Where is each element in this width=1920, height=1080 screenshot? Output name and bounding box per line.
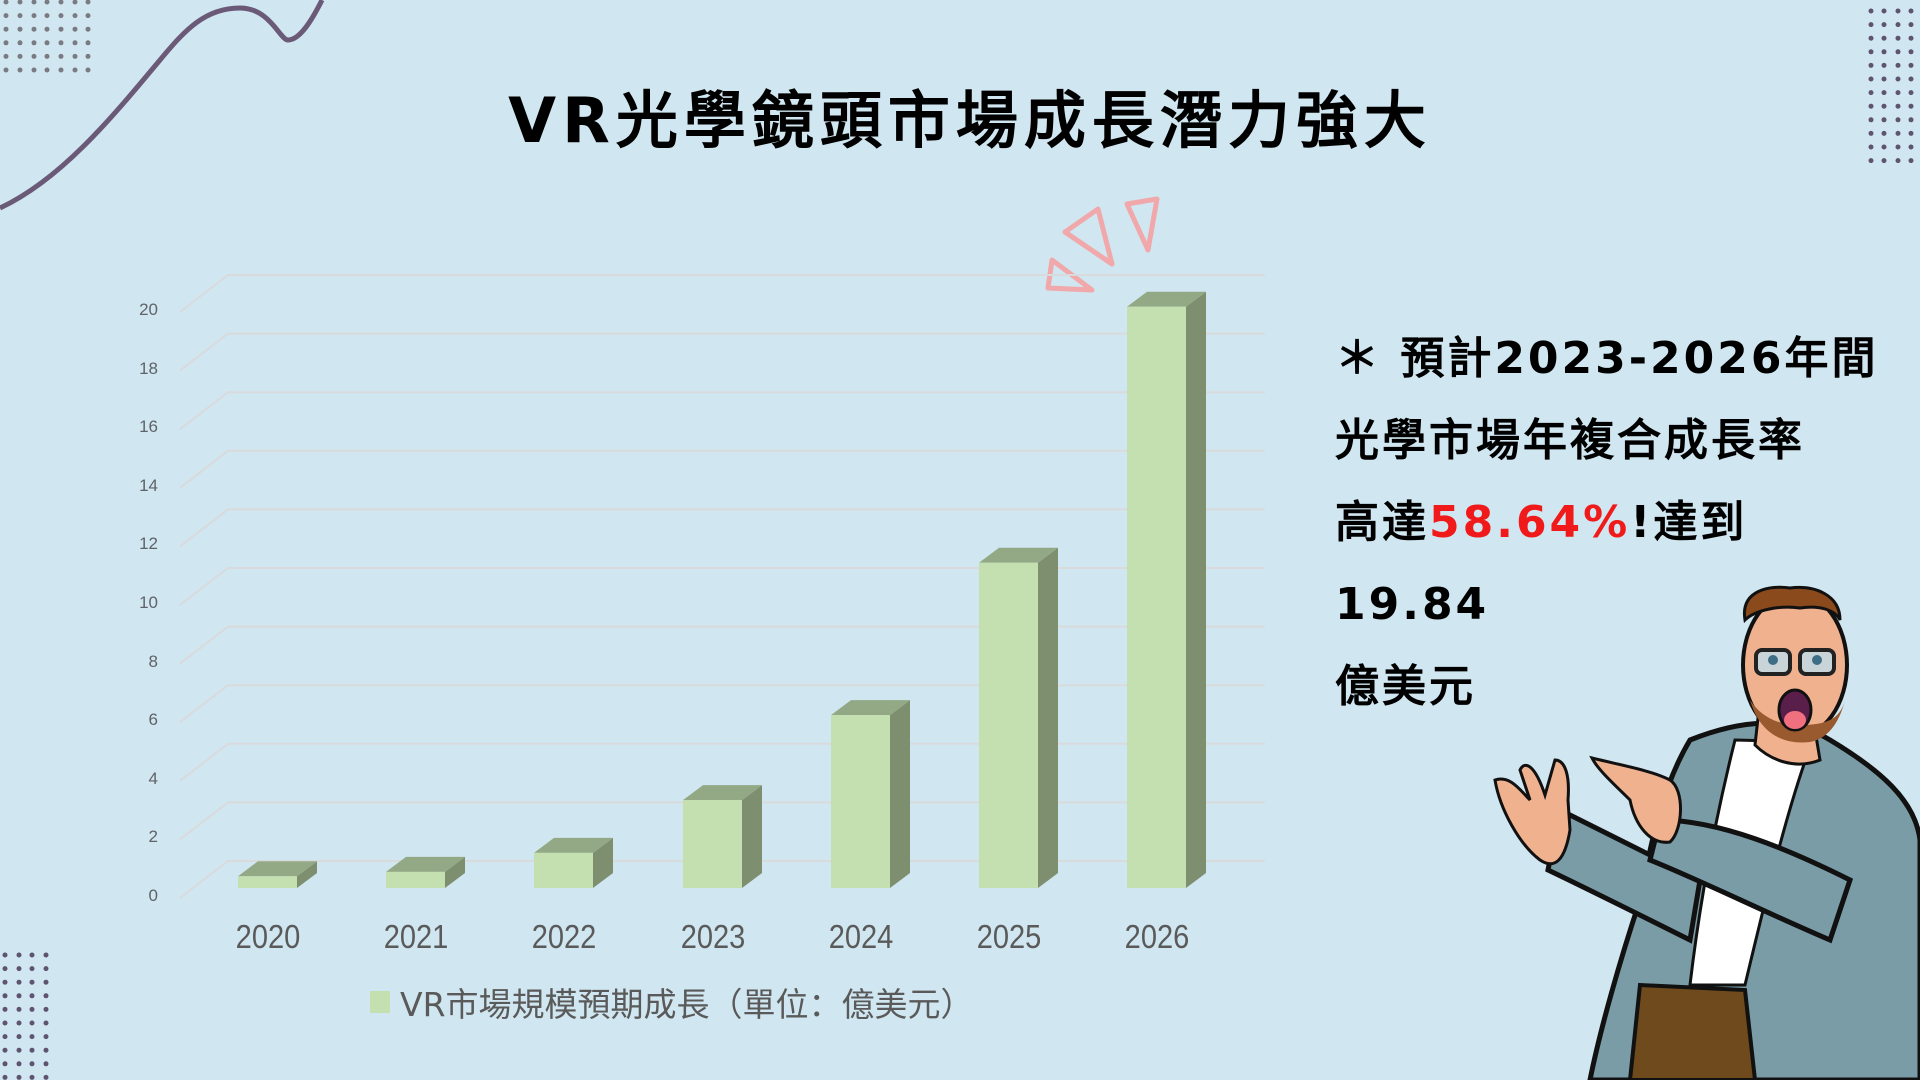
gridline: [179, 274, 1265, 313]
y-tick-label: 10: [139, 593, 158, 612]
chart-legend: VR市場規模預期成長（單位：億美元）: [370, 978, 974, 1026]
note-suffix: !達到19.84: [1335, 497, 1748, 630]
note-line-1: ＊ 預計2023-2026年間: [1335, 333, 1879, 384]
bar-2025: [979, 547, 1058, 888]
gridline: [179, 684, 1265, 723]
gridline: [179, 391, 1265, 430]
gridline: [179, 508, 1265, 548]
x-tick-label: 2021: [383, 918, 448, 955]
note-line-4: 億美元: [1335, 661, 1476, 712]
y-tick-label: 16: [139, 417, 158, 437]
y-tick-label: 0: [148, 886, 158, 905]
y-tick-label: 6: [148, 710, 158, 730]
bar-2026: [1127, 291, 1206, 888]
note-prefix: 高達: [1335, 497, 1429, 548]
gridline: [179, 332, 1265, 372]
y-tick-label: 20: [139, 300, 158, 319]
y-tick-label: 14: [139, 475, 158, 495]
x-tick-label: 2022: [531, 918, 596, 955]
y-tick-label: 18: [139, 358, 158, 378]
y-tick-label: 8: [148, 651, 158, 671]
bar-2022: [534, 837, 613, 888]
gridline: [179, 567, 1265, 606]
cagr-note: ＊ 預計2023-2026年間 光學市場年複合成長率 高達58.64%!達到19…: [1335, 318, 1895, 728]
gridline: [179, 625, 1265, 665]
bar-2023: [683, 785, 762, 888]
bar-2021: [386, 856, 465, 888]
gridline: [179, 742, 1265, 782]
x-tick-label: 2024: [828, 918, 893, 955]
legend-swatch: [370, 991, 390, 1013]
note-line-2: 光學市場年複合成長率: [1335, 415, 1805, 466]
x-tick-label: 2020: [235, 918, 300, 955]
y-tick-label: 12: [139, 534, 158, 554]
note-line-3: 高達58.64%!達到19.84: [1335, 482, 1895, 646]
x-tick-label: 2025: [976, 918, 1041, 955]
y-tick-label: 4: [148, 768, 158, 788]
gridline: [179, 449, 1265, 489]
gridline: [179, 801, 1265, 841]
legend-label: VR市場規模預期成長（單位：億美元）: [400, 985, 974, 1024]
bar-2020: [238, 861, 317, 888]
gridline: [179, 860, 1265, 899]
y-tick-label: 2: [148, 827, 158, 847]
cagr-highlight: 58.64%: [1429, 497, 1631, 548]
bar-2024: [831, 700, 910, 888]
x-tick-label: 2026: [1124, 918, 1189, 955]
page-title: VR光學鏡頭市場成長潛力強大: [508, 84, 1432, 157]
x-tick-label: 2023: [680, 918, 745, 955]
